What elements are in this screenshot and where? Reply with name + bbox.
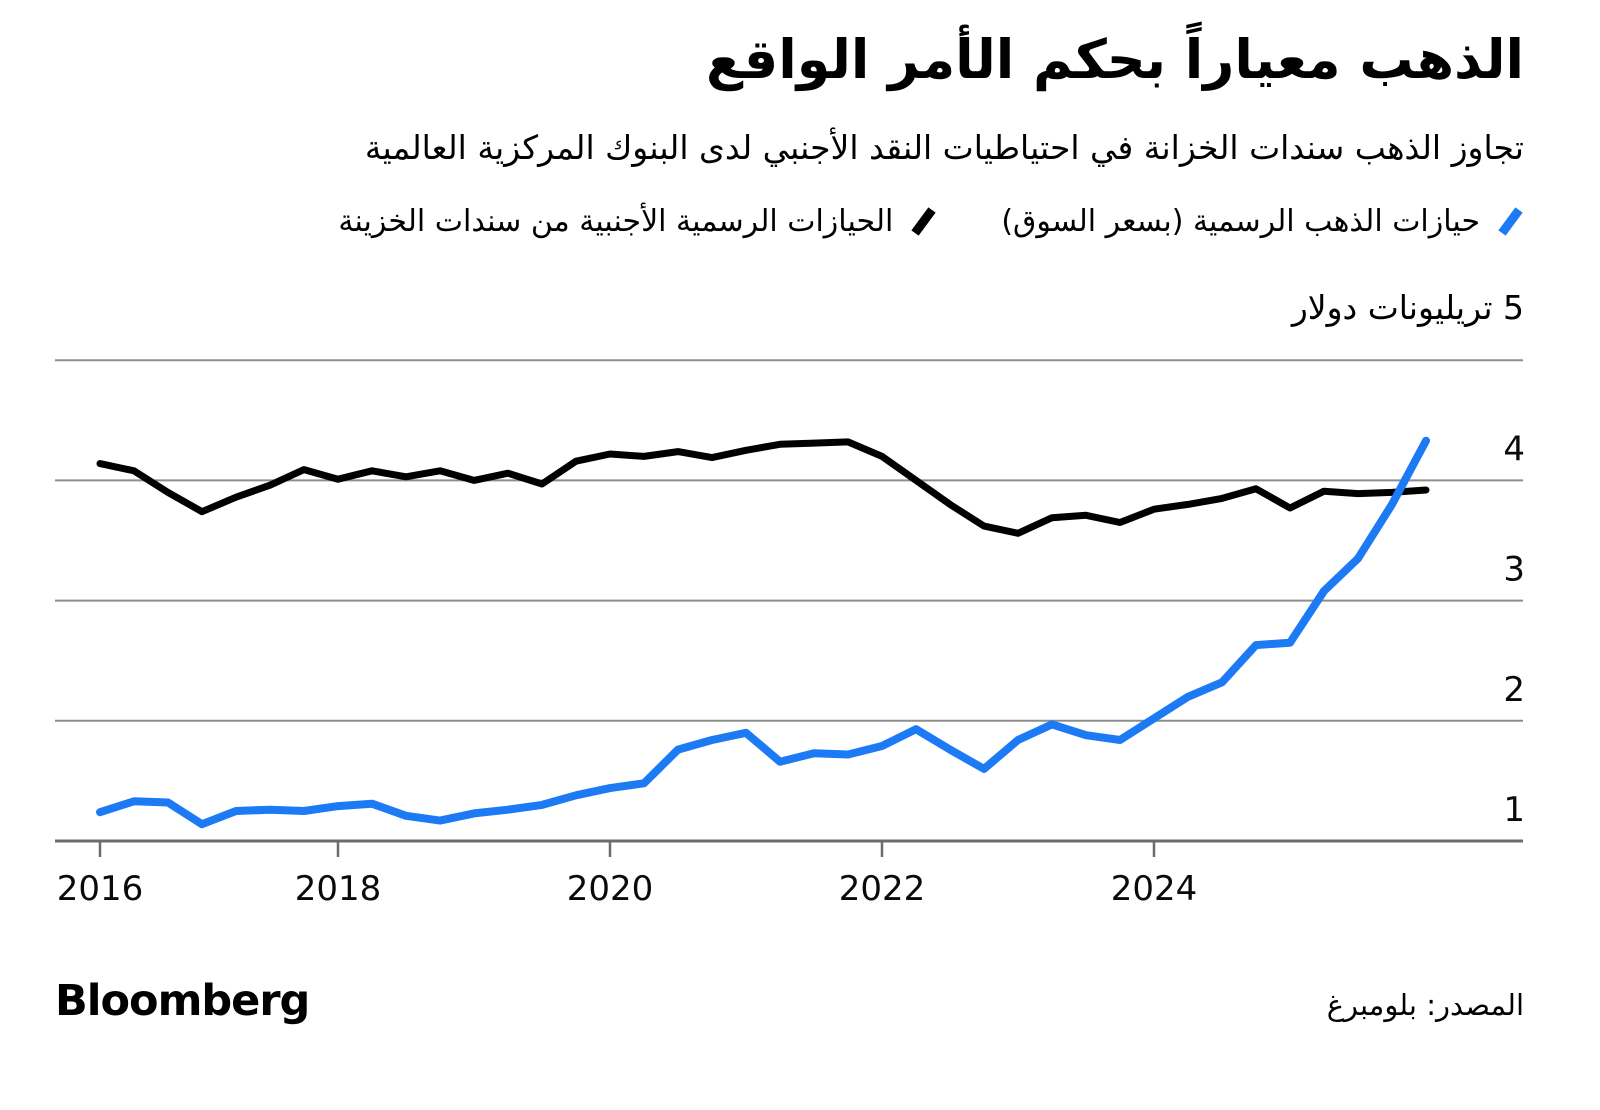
slash-mark-icon: [909, 206, 937, 238]
bloomberg-logo: Bloomberg: [55, 976, 310, 1026]
y-axis-unit-label: 5 تريليونات دولار: [1291, 288, 1524, 327]
y-tick-label-4: 4: [1503, 429, 1525, 469]
legend-item-treasuries: الحيازات الرسمية الأجنبية من سندات الخزي…: [338, 204, 937, 239]
x-tick-label-2024: 2024: [1111, 869, 1198, 909]
x-tick-label-2018: 2018: [295, 869, 382, 909]
y-tick-label-1: 1: [1503, 790, 1525, 830]
page-subtitle: تجاوز الذهب سندات الخزانة في احتياطيات ا…: [364, 128, 1524, 167]
y-tick-label-2: 2: [1503, 670, 1525, 710]
slash-mark-icon-stroke: [1498, 206, 1523, 236]
slash-mark-icon: [1496, 206, 1524, 238]
page-title: الذهب معياراً بحكم الأمر الواقع: [705, 28, 1525, 91]
legend-item-gold: حيازات الذهب الرسمية (بسعر السوق): [1001, 204, 1524, 239]
x-tick-label-2022: 2022: [839, 869, 926, 909]
x-tick-label-2020: 2020: [567, 869, 654, 909]
legend-label-gold: حيازات الذهب الرسمية (بسعر السوق): [1001, 204, 1480, 239]
series-line-1: [96, 438, 1430, 537]
x-tick-label-2016: 2016: [57, 869, 144, 909]
legend-label-treasuries: الحيازات الرسمية الأجنبية من سندات الخزي…: [338, 204, 894, 239]
source-credit: المصدر: بلومبرغ: [1326, 988, 1524, 1022]
y-tick-label-3: 3: [1503, 550, 1525, 590]
chart-legend: حيازات الذهب الرسمية (بسعر السوق) الحياز…: [338, 204, 1524, 239]
series-line-0: [96, 436, 1430, 829]
slash-mark-icon-stroke: [911, 206, 936, 236]
